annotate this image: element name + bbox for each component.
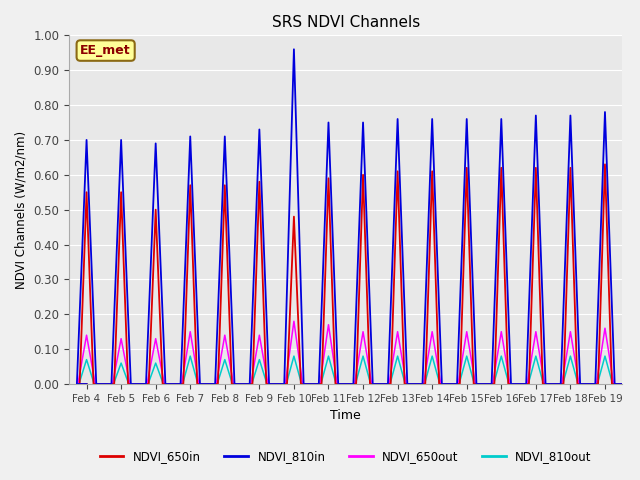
NDVI_650out [353,363,361,369]
NDVI_650in [355,309,362,314]
NDVI_650out [120,348,127,354]
Line: NDVI_810out: NDVI_810out [79,356,622,384]
NDVI_650in [332,381,339,387]
NDVI_810out [394,353,401,359]
Line: NDVI_810in: NDVI_810in [77,49,622,384]
NDVI_650out [284,367,291,373]
X-axis label: Time: Time [330,409,361,422]
NDVI_810out [83,381,90,387]
NDVI_650out [290,318,298,324]
NDVI_810in [283,306,291,312]
NDVI_650out [462,334,470,340]
NDVI_810in [462,138,470,144]
NDVI_650in [148,310,156,316]
NDVI_650in [119,240,127,246]
Legend: NDVI_650in, NDVI_810in, NDVI_650out, NDVI_810out: NDVI_650in, NDVI_810in, NDVI_650out, NDV… [95,446,596,468]
NDVI_810in [146,283,154,288]
NDVI_810in [618,381,626,387]
NDVI_650out [618,381,626,387]
NDVI_810out [559,379,567,385]
NDVI_650out [558,379,566,385]
NDVI_810in [83,381,90,387]
NDVI_810out [284,375,292,381]
NDVI_810in [290,47,298,52]
NDVI_650in [560,372,568,378]
NDVI_810out [367,381,374,387]
NDVI_810out [462,356,470,361]
NDVI_810out [618,381,626,387]
NDVI_810in [557,365,565,371]
NDVI_650in [618,381,626,387]
Line: NDVI_650in: NDVI_650in [79,164,622,384]
NDVI_650in [285,344,292,349]
NDVI_650out [147,362,154,368]
NDVI_810out [147,372,155,378]
NDVI_650in [83,381,90,387]
NDVI_810out [119,366,127,372]
Y-axis label: NDVI Channels (W/m2/nm): NDVI Channels (W/m2/nm) [15,131,28,289]
NDVI_810in [353,285,361,291]
NDVI_650in [462,187,470,193]
NDVI_810in [300,381,307,387]
Text: EE_met: EE_met [81,44,131,57]
Title: SRS NDVI Channels: SRS NDVI Channels [271,15,420,30]
Line: NDVI_650out: NDVI_650out [78,321,622,384]
NDVI_810in [120,202,127,207]
NDVI_650out [83,381,90,387]
NDVI_650in [601,161,609,167]
NDVI_810out [354,372,362,378]
